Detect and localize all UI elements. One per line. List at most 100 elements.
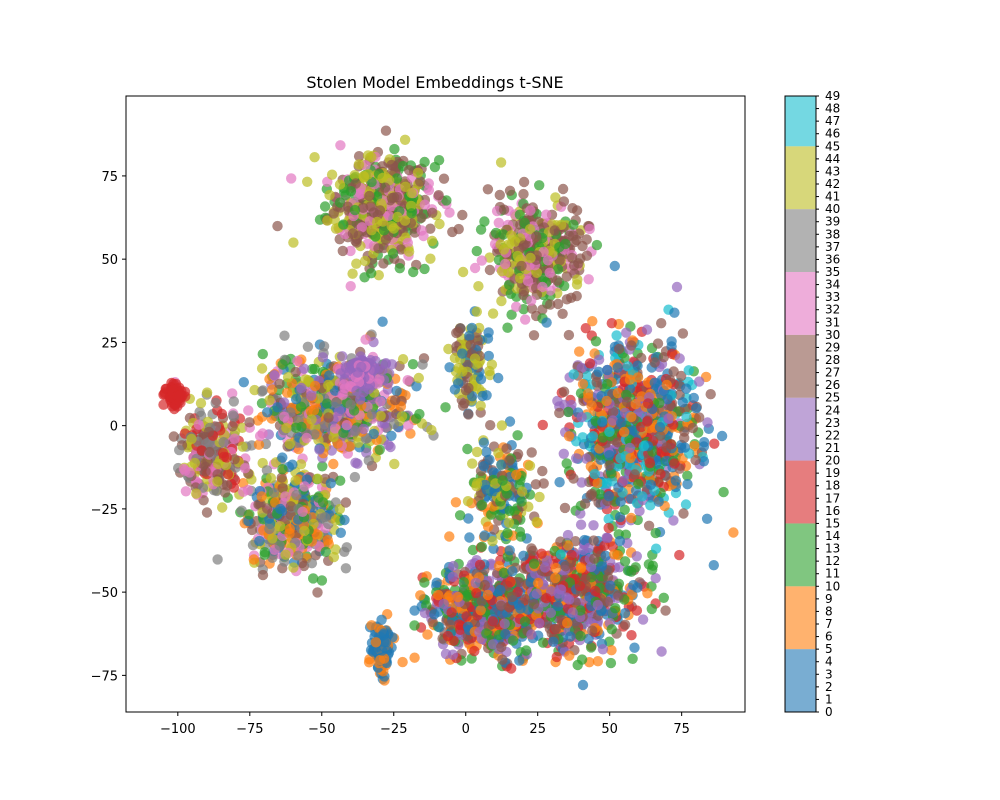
scatter-point [425,223,436,234]
scatter-point [585,461,596,472]
scatter-point [256,491,267,502]
scatter-point [446,607,457,618]
scatter-point [302,341,314,352]
scatter-point [612,362,623,373]
scatter-point [300,374,311,385]
scatter-point [227,410,239,421]
scatter-point [487,616,498,627]
scatter-point [473,281,484,292]
scatter-point [701,513,713,524]
scatter-point [299,525,310,537]
scatter-point [575,519,587,530]
scatter-point [526,295,537,306]
scatter-point [564,650,575,661]
scatter-point [603,522,614,534]
scatter-point [325,478,336,489]
scatter-point [277,464,288,475]
scatter-point [375,654,386,666]
scatter-point [281,422,292,434]
scatter-point [612,437,623,448]
scatter-point [586,488,598,500]
scatter-point [588,535,599,546]
scatter-point [461,591,472,602]
scatter-point [407,359,419,370]
scatter-point [575,253,586,264]
scatter-point [654,422,666,433]
scatter-point [277,452,288,463]
scatter-point [475,224,487,235]
scatter-point [256,363,268,374]
scatter-point [339,514,350,526]
scatter-point [484,252,495,263]
scatter-point [286,173,297,184]
scatter-point [593,366,604,377]
scatter-point [389,143,400,155]
scatter-point [328,551,340,563]
scatter-point [290,475,301,486]
scatter-point [499,618,510,629]
scatter-point [296,421,307,433]
scatter-point [643,520,655,531]
scatter-point [320,546,331,557]
scatter-point [575,605,586,616]
scatter-point [389,458,400,470]
scatter-point [663,413,674,424]
scatter-point [197,482,209,493]
scatter-point [484,454,495,465]
scatter-point [340,497,352,508]
scatter-point [310,550,321,561]
scatter-point [498,229,509,240]
scatter-point [277,359,288,370]
scatter-point [541,593,552,604]
scatter-point [615,453,626,464]
scatter-point [221,452,232,463]
scatter-point [324,370,335,381]
scatter-point [498,204,510,215]
scatter-point [212,476,223,487]
scatter-point [252,415,264,426]
scatter-point [328,208,339,219]
scatter-point [279,411,290,422]
scatter-point [487,639,499,650]
scatter-point [180,486,192,497]
scatter-point [458,577,469,588]
scatter-point [504,455,515,466]
scatter-point [419,199,430,210]
scatter-point [504,416,516,427]
scatter-point [619,504,630,515]
scatter-point [284,523,295,535]
scatter-point [433,190,444,201]
scatter-point [416,212,427,223]
scatter-point [301,432,312,444]
scatter-point [565,631,576,642]
scatter-point [280,549,291,560]
scatter-point [338,379,350,390]
scatter-point [243,405,254,416]
scatter-point [506,663,517,674]
scatter-point [448,635,459,646]
scatter-point [516,260,527,272]
scatter-point [560,561,571,572]
scatter-point [330,514,341,526]
scatter-point [588,520,599,531]
scatter-point [317,461,328,472]
scatter-point [334,503,345,515]
scatter-point [358,423,369,435]
scatter-point [512,430,523,441]
scatter-point [363,383,374,395]
scatter-point [655,430,666,441]
scatter-point [584,358,596,369]
scatter-point [615,496,626,507]
scatter-point [521,645,532,656]
scatter-point [541,209,552,220]
scatter-point [662,394,673,405]
scatter-point [471,588,482,599]
scatter-point [699,437,710,448]
scatter-point [395,244,407,255]
scatter-point [476,541,488,552]
scatter-point [594,489,606,500]
scatter-point [650,527,661,539]
scatter-point [268,487,280,498]
scatter-point [378,258,389,269]
scatter-point [366,620,377,631]
